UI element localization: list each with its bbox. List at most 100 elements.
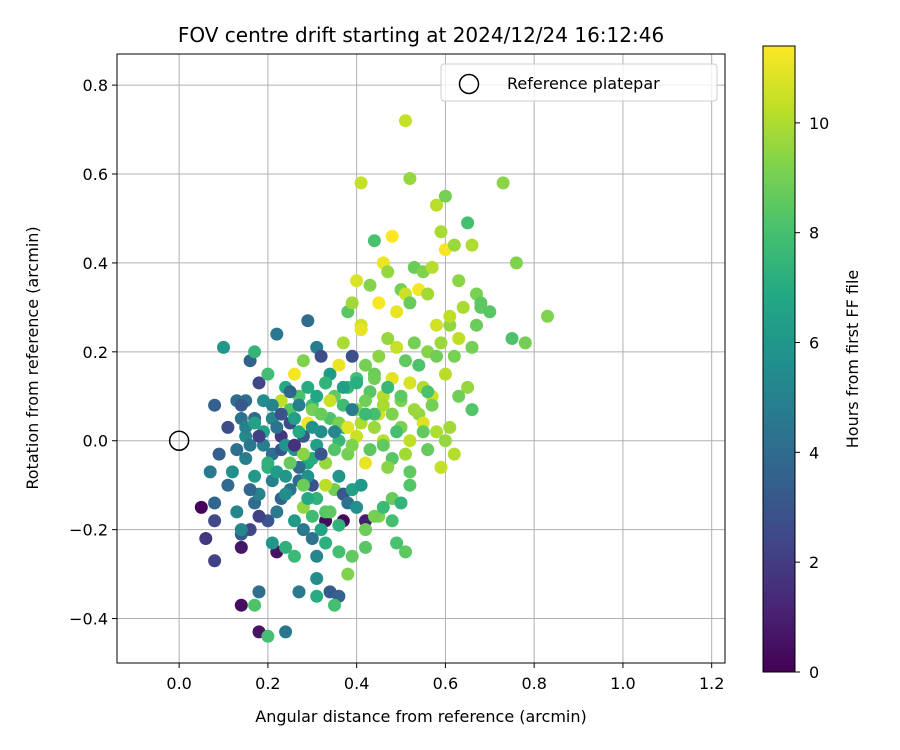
scatter-point [443,309,457,323]
scatter-point [288,412,301,425]
scatter-point [252,376,266,390]
scatter-point [332,545,346,559]
scatter-point [438,367,452,381]
scatter-point [279,625,293,639]
scatter-point [234,598,248,612]
scatter-point [288,514,301,528]
scatter-point [385,514,399,528]
scatter-point [438,189,452,203]
scatter-point [412,358,426,372]
x-axis-label: Angular distance from reference (arcmin) [255,707,586,726]
scatter-point [518,336,532,350]
scatter-point [283,456,297,470]
x-tick-label: 0.6 [433,674,458,693]
scatter-point [274,407,288,421]
scatter-point [385,407,399,421]
scatter-point [452,274,466,288]
scatter-point [367,420,381,434]
scatter-point [461,216,475,230]
colorbar-tick-label: 10 [809,114,829,133]
scatter-point [341,567,355,581]
x-tick-label: 1.2 [699,674,724,693]
y-tick-label: −0.2 [69,521,108,540]
scatter-point [505,332,519,345]
scatter-point [248,469,262,483]
scatter-point [496,176,510,190]
scatter-point [283,385,297,399]
scatter-point [239,452,253,465]
scatter-point [403,478,417,492]
scatter-point [372,296,386,310]
scatter-point [301,314,315,328]
y-tick-label: 0.4 [83,254,108,273]
scatter-point [359,358,372,372]
scatter-point [332,469,346,483]
scatter-point [350,274,364,288]
scatter-point [261,456,275,470]
scatter-point [430,318,443,332]
scatter-point [394,389,408,403]
y-tick-label: 0.0 [83,432,108,451]
scatter-point [359,523,372,537]
scatter-point [376,398,390,412]
scatter-point [372,349,386,363]
scatter-point [248,598,262,612]
chart-title: FOV centre drift starting at 2024/12/24 … [178,23,664,47]
scatter-point [456,300,470,314]
scatter-point [243,483,257,497]
colorbar-tick-label: 8 [809,224,819,243]
scatter-point [403,434,417,448]
scatter-point [367,372,381,385]
scatter-point [465,238,479,252]
scatter-point [270,327,284,341]
scatter-point [399,447,412,461]
scatter-point [288,438,301,452]
scatter-point [447,447,461,461]
scatter-point [305,420,319,434]
scatter-point [230,443,244,457]
scatter-point [234,398,248,412]
scatter-point [438,434,452,448]
scatter-point [403,465,417,479]
scatter-point [443,420,457,434]
scatter-point [421,385,435,399]
scatter-point [434,225,448,239]
scatter-point [279,540,293,554]
scatter-point [328,425,341,439]
scatter-point [465,403,479,417]
scatter-point [279,438,293,452]
scatter-point [359,456,372,470]
scatter-point [310,572,324,585]
scatter-point [261,629,275,643]
scatter-point [474,296,488,310]
scatter-point [350,500,364,514]
scatter-point [310,389,324,403]
scatter-point [288,549,301,563]
scatter-point [261,367,275,381]
scatter-point [394,496,408,510]
scatter-point [336,380,350,394]
scatter-point [319,536,333,550]
scatter-point [341,420,355,434]
scatter-point [350,376,364,390]
scatter-point [208,514,222,528]
scatter-point [367,407,381,421]
scatter-point [248,416,262,430]
scatter-point [381,332,395,345]
colorbar-tick-label: 6 [809,334,819,353]
scatter-point [279,487,293,501]
x-tick-label: 0.2 [255,674,280,693]
scatter-point [270,505,284,519]
scatter-point [332,358,346,372]
scatter-point [225,465,239,479]
scatter-point [301,380,315,394]
scatter-point [314,349,328,363]
scatter-point [336,336,350,350]
scatter-point [310,549,324,563]
scatter-point [452,332,466,345]
scatter-point [367,234,381,248]
scatter-point [194,500,208,514]
scatter-point [296,354,310,368]
